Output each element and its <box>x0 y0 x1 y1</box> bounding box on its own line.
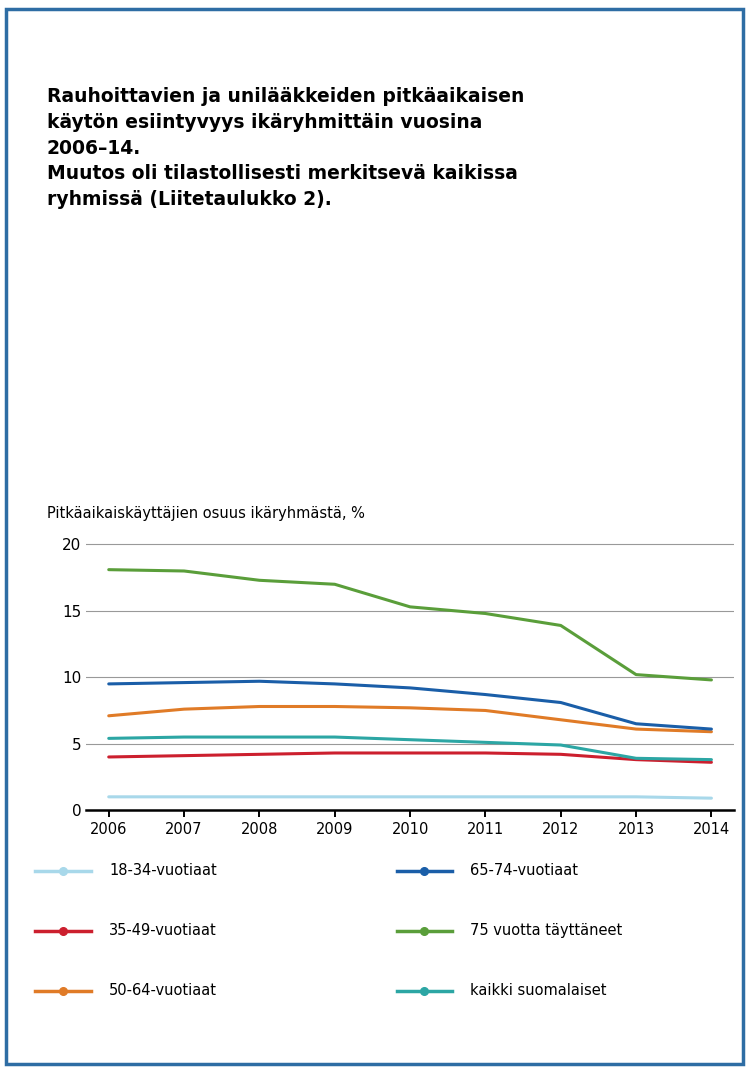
Text: Pitkäaikaiskäyttäjien osuus ikäryhmästä, %: Pitkäaikaiskäyttäjien osuus ikäryhmästä,… <box>46 506 365 520</box>
Text: kaikki suomalaiset: kaikki suomalaiset <box>470 984 607 998</box>
Text: 35-49-vuotiaat: 35-49-vuotiaat <box>109 924 217 939</box>
Text: 65-74-vuotiaat: 65-74-vuotiaat <box>470 864 578 879</box>
Text: 50-64-vuotiaat: 50-64-vuotiaat <box>109 984 217 998</box>
Text: 75 vuotta täyttäneet: 75 vuotta täyttäneet <box>470 924 622 939</box>
Text: 18-34-vuotiaat: 18-34-vuotiaat <box>109 864 217 879</box>
Text: Rauhoittavien ja unilääkkeiden pitkäaikaisen
käytön esiintyvyys ikäryhmittäin vu: Rauhoittavien ja unilääkkeiden pitkäaika… <box>46 87 524 209</box>
Text: KUVIO 1.: KUVIO 1. <box>25 27 114 44</box>
